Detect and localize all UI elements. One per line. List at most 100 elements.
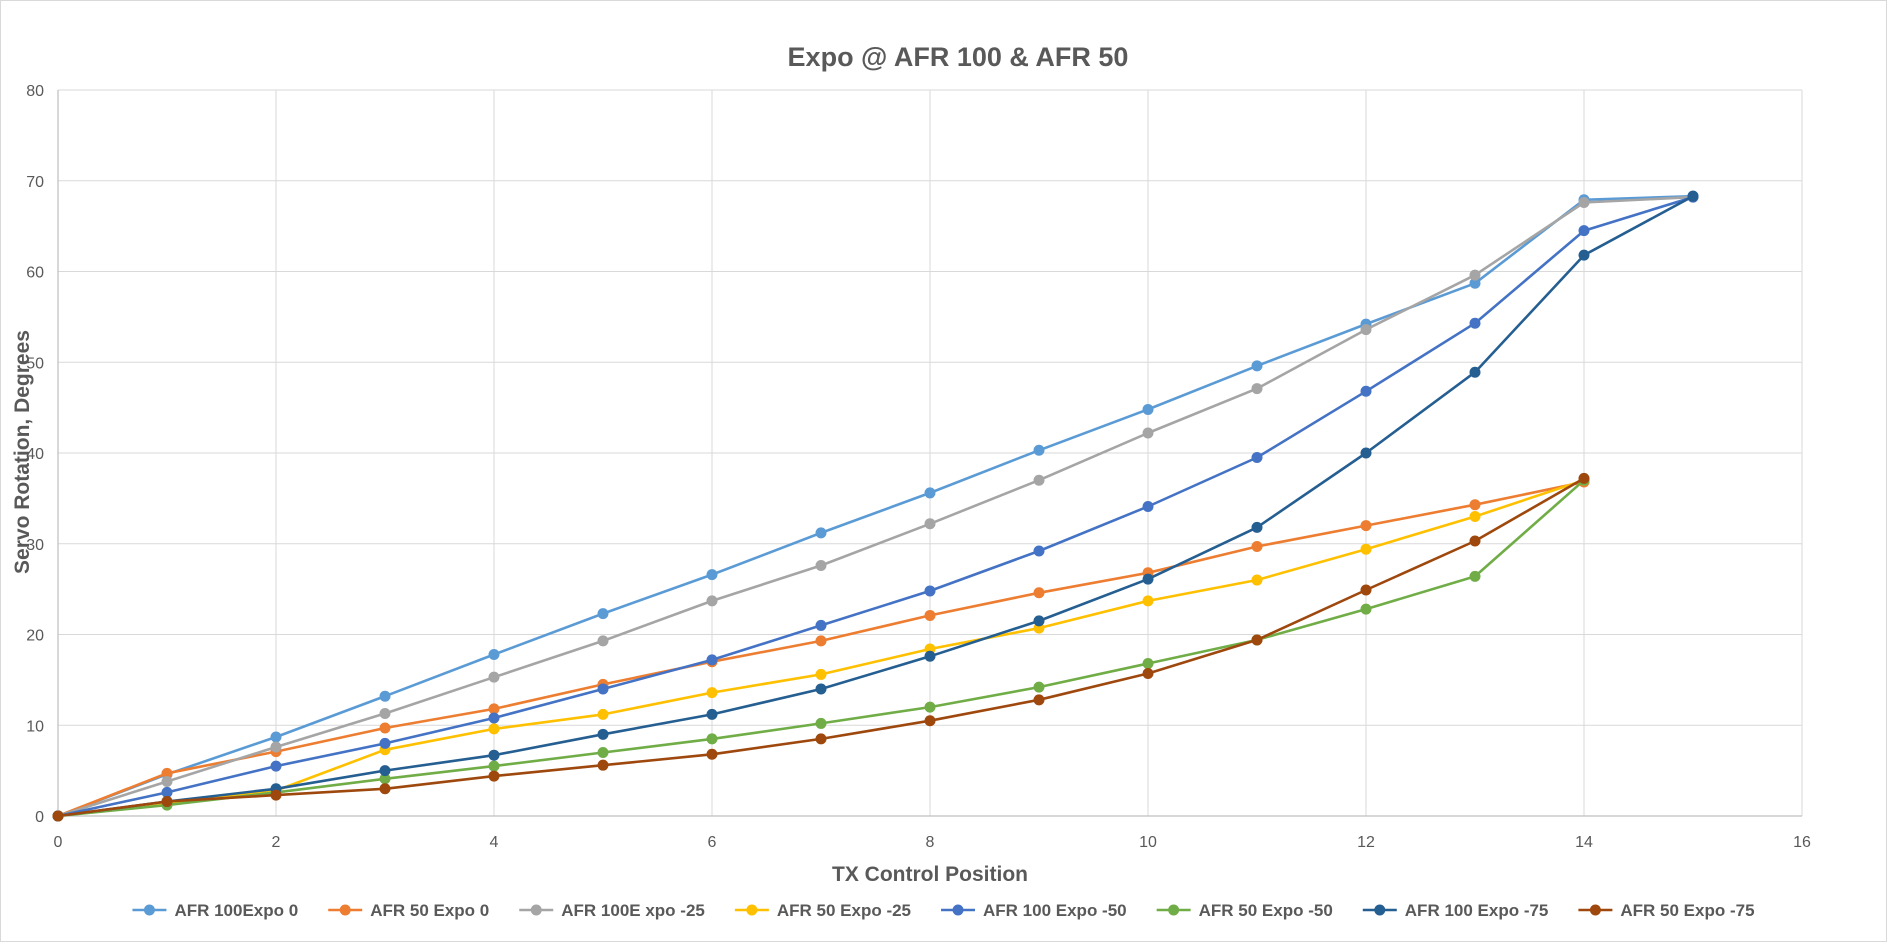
legend-label-6: AFR 50 Expo -50 [1199, 901, 1333, 920]
series-7-point-11 [1251, 521, 1263, 533]
series-3-point-8 [924, 518, 936, 530]
series-1-point-5 [597, 608, 609, 620]
series-6-point-3 [379, 773, 391, 785]
axes: 0 10 20 30 40 50 60 70 80 0 2 4 6 8 10 12 14 16 [26, 83, 1811, 851]
series-7-point-12 [1360, 447, 1372, 459]
series-7-point-13 [1469, 366, 1481, 378]
series-4-point-12 [1360, 543, 1372, 555]
series-6-point-13 [1469, 570, 1481, 582]
series-8-point-0 [52, 810, 64, 822]
y-tick-label-6: 60 [26, 265, 44, 282]
series-1-point-10 [1142, 403, 1154, 415]
series-3 [52, 191, 1699, 822]
x-tick-label-1: 2 [272, 834, 281, 851]
series-7-point-8 [924, 650, 936, 662]
series-8-point-8 [924, 715, 936, 727]
series-8-point-7 [815, 733, 827, 745]
x-tick-label-4: 8 [926, 834, 935, 851]
legend-marker-5 [952, 904, 964, 916]
x-tick-label-6: 12 [1357, 834, 1375, 851]
series-8-point-12 [1360, 584, 1372, 596]
series-3-point-7 [815, 560, 827, 572]
legend-label-5: AFR 100 Expo -50 [983, 901, 1127, 920]
series-6-point-7 [815, 717, 827, 729]
series-6-point-9 [1033, 681, 1045, 693]
series-7-point-10 [1142, 573, 1154, 585]
legend-marker-4 [746, 904, 758, 916]
series-1-point-13 [1469, 277, 1481, 289]
series-3-point-11 [1251, 383, 1263, 395]
series-4-point-10 [1142, 595, 1154, 607]
series-7-point-15 [1687, 190, 1699, 202]
legend-item-7: AFR 100 Expo -75 [1362, 901, 1549, 920]
series-2-point-12 [1360, 520, 1372, 532]
series-3-point-14 [1578, 197, 1590, 209]
series-2-point-3 [379, 722, 391, 734]
x-tick-label-7: 14 [1575, 834, 1593, 851]
series-5-point-5 [597, 683, 609, 695]
series-3-point-13 [1469, 269, 1481, 281]
series-2-point-9 [1033, 587, 1045, 599]
series-5-point-4 [488, 712, 500, 724]
series-2-point-7 [815, 635, 827, 647]
legend-label-8: AFR 50 Expo -75 [1620, 901, 1754, 920]
series-4-point-13 [1469, 511, 1481, 523]
series-6-point-10 [1142, 658, 1154, 670]
series-8-point-3 [379, 783, 391, 795]
series-8-point-2 [270, 789, 282, 801]
series-3-point-12 [1360, 324, 1372, 336]
series-5-point-3 [379, 737, 391, 749]
series-8-point-11 [1251, 634, 1263, 646]
legend-label-1: AFR 100Expo 0 [174, 901, 298, 920]
y-tick-label-5: 50 [26, 355, 44, 372]
series-4-point-6 [706, 687, 718, 699]
series-4-point-7 [815, 668, 827, 680]
series-5-point-1 [161, 786, 173, 798]
series-3-point-10 [1142, 427, 1154, 439]
series-8-point-9 [1033, 694, 1045, 706]
legend-item-1: AFR 100Expo 0 [132, 901, 298, 920]
legend-marker-3 [530, 904, 542, 916]
series-2-point-11 [1251, 540, 1263, 552]
series-7-point-9 [1033, 615, 1045, 627]
series-5-point-7 [815, 619, 827, 631]
legend-marker-8 [1589, 904, 1601, 916]
series-3-point-5 [597, 635, 609, 647]
x-tick-label-2: 4 [490, 834, 499, 851]
series-1-point-6 [706, 569, 718, 581]
series-1-point-9 [1033, 444, 1045, 456]
series-7-point-5 [597, 728, 609, 740]
series-5-point-9 [1033, 545, 1045, 557]
series-6-point-4 [488, 760, 500, 772]
series-2-point-13 [1469, 499, 1481, 511]
series-line-7 [57, 195, 1694, 818]
series-4-point-11 [1251, 574, 1263, 586]
series-3-point-3 [379, 707, 391, 719]
series-2-point-8 [924, 609, 936, 621]
y-tick-label-2: 20 [26, 628, 44, 645]
legend-label-7: AFR 100 Expo -75 [1405, 901, 1549, 920]
series-1-point-8 [924, 487, 936, 499]
series-5-point-12 [1360, 385, 1372, 397]
legend-item-4: AFR 50 Expo -25 [734, 901, 911, 920]
y-tick-label-7: 70 [26, 174, 44, 191]
series-1-point-3 [379, 690, 391, 702]
series-7-point-14 [1578, 249, 1590, 261]
series-5-point-10 [1142, 501, 1154, 513]
series-layer [52, 190, 1699, 822]
series-2-point-4 [488, 703, 500, 715]
x-tick-label-8: 16 [1793, 834, 1811, 851]
series-5-point-2 [270, 760, 282, 772]
series-3-point-9 [1033, 474, 1045, 486]
series-1-point-2 [270, 731, 282, 743]
x-axis-title: TX Control Position [832, 863, 1028, 886]
legend-label-4: AFR 50 Expo -25 [777, 901, 911, 920]
series-7-point-3 [379, 765, 391, 777]
y-axis-title: Servo Rotation, Degrees [11, 330, 34, 574]
series-5-point-8 [924, 585, 936, 597]
series-6-point-8 [924, 701, 936, 713]
series-5-point-13 [1469, 317, 1481, 329]
series-1-point-7 [815, 527, 827, 539]
series-3-point-2 [270, 741, 282, 753]
series-5-point-6 [706, 654, 718, 666]
